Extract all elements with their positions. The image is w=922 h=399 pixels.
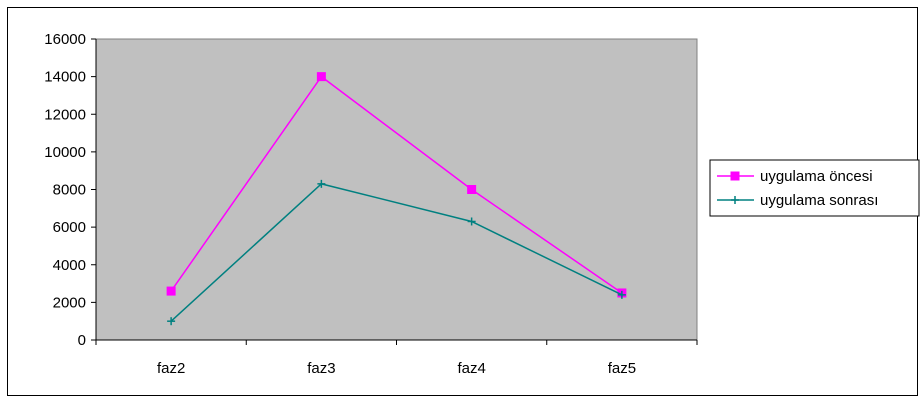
x-tick-label: faz4 [457, 360, 485, 377]
legend-label: uygulama öncesi [760, 168, 873, 185]
x-tick-label: faz2 [157, 360, 185, 377]
y-tick-label: 2000 [53, 294, 86, 311]
y-tick-label: 4000 [53, 257, 86, 274]
plot-area [95, 38, 698, 341]
y-tick-label: 6000 [53, 219, 86, 236]
axes: 0 2000 4000 6000 8000 10000 12000 14000 16000 faz… [44, 31, 698, 377]
data-point-square [730, 171, 740, 181]
data-point-plus [731, 196, 739, 204]
x-tick-label: faz5 [608, 360, 636, 377]
legend: uygulama öncesi uygulama sonrası [709, 159, 920, 217]
legend-item: uygulama sonrası [717, 192, 878, 209]
y-tick-label: 10000 [44, 144, 86, 161]
series-layer [166, 72, 627, 326]
legend-item: uygulama öncesi [717, 168, 873, 185]
data-point-square [166, 286, 176, 296]
data-point-plus [467, 217, 476, 226]
data-point-plus [617, 290, 626, 299]
series-2 [167, 179, 626, 326]
data-point-plus [317, 179, 326, 188]
y-tick-label: 0 [78, 332, 86, 349]
y-tick-label: 8000 [53, 182, 86, 199]
series-line [170, 183, 623, 322]
series-line [170, 75, 623, 294]
y-tick-label: 12000 [44, 106, 86, 123]
legend-label: uygulama sonrası [760, 192, 878, 209]
data-point-plus [167, 317, 176, 326]
y-tick-label: 16000 [44, 31, 86, 48]
y-tick-label: 14000 [44, 69, 86, 86]
data-point-square [316, 72, 326, 82]
data-point-square [467, 185, 477, 194]
x-tick-label: faz3 [307, 360, 335, 377]
legend-box [709, 159, 920, 217]
